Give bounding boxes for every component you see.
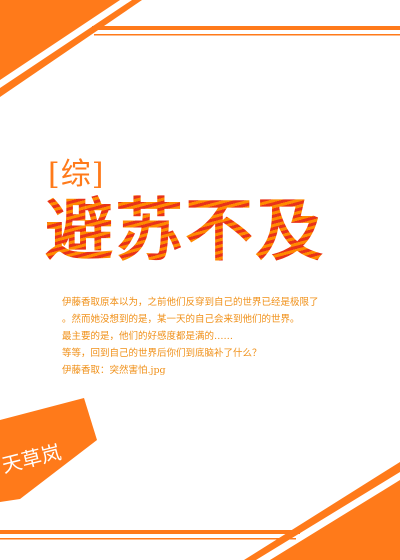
bottom-rule-thick (0, 530, 300, 534)
blurb-line: 等等，回到自己的世界后你们到底脑补了什么？ (62, 348, 262, 359)
book-blurb: 伊藤香取原本以为，之前他们反穿到自己的世界已经是极限了 。然而她没想到的是，某一… (62, 294, 362, 379)
blurb-line: 。然而她没想到的是，某一天的自己会来到他们的世界。 (62, 314, 300, 325)
blurb-line: 伊藤香取原本以为，之前他们反穿到自己的世界已经是极限了 (62, 297, 319, 308)
top-rule-thick (92, 26, 400, 30)
diagonal-stripe-bottom-right (244, 462, 400, 560)
corner-triangle-top-left (0, 0, 120, 80)
corner-triangle-bottom-right (270, 480, 400, 560)
author-badge-shape (0, 398, 97, 502)
cover-subtitle: [综] (48, 157, 105, 192)
diagonal-stripe-top-left (0, 0, 142, 97)
blurb-line: 最主要的是，他们的好感度都是满的…… (62, 331, 234, 342)
bottom-rule-thin (0, 538, 296, 540)
blurb-line: 伊藤香取：突然害怕.jpg (62, 365, 166, 376)
top-rule-thin (94, 34, 400, 36)
book-title: 避苏不及 (45, 191, 326, 271)
